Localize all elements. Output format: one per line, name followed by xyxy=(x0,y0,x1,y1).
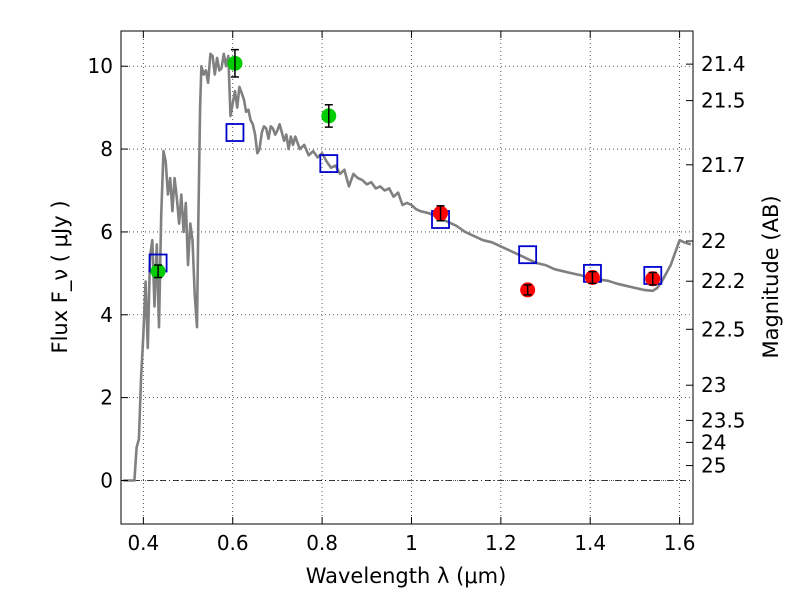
magnitude-tick-label: 25 xyxy=(701,454,726,478)
magnitude-tick-label: 22.2 xyxy=(701,269,746,293)
series-layer xyxy=(123,48,692,482)
x-tick-label: 1 xyxy=(405,531,418,555)
y-tick-label: 4 xyxy=(100,303,113,327)
magnitude-tick-label: 21.5 xyxy=(701,89,746,113)
model-spectrum-line xyxy=(123,52,692,482)
y-tick-label: 10 xyxy=(88,54,113,78)
x-tick-label: 0.8 xyxy=(306,531,338,555)
x-tick-label: 1.2 xyxy=(485,531,517,555)
x-tick-label: 1.6 xyxy=(664,531,696,555)
x-tick-label: 1.4 xyxy=(574,531,606,555)
y-tick-label: 0 xyxy=(100,469,113,493)
y-tick-label: 6 xyxy=(100,220,113,244)
model-flux-square xyxy=(319,154,339,173)
magnitude-tick-label: 23 xyxy=(701,373,726,397)
x-axis-ticks: 0.4 0.6 0.8 1 1.2 1.4 1.6 xyxy=(127,31,696,555)
plot-frame xyxy=(120,30,694,525)
y-tick-label: 8 xyxy=(100,137,113,161)
x-tick-label: 0.6 xyxy=(217,531,249,555)
x-tick-label: 0.4 xyxy=(127,531,159,555)
magnitude-tick-label: 21.7 xyxy=(701,153,746,177)
grid-lines xyxy=(121,31,693,524)
x-axis-label: Wavelength λ (μm) xyxy=(306,564,507,588)
y-axis-ticks: 0 2 4 6 8 10 xyxy=(88,54,128,493)
magnitude-tick-label: 23.5 xyxy=(701,408,746,432)
y-tick-label: 2 xyxy=(100,386,113,410)
model-flux-square xyxy=(518,245,538,265)
y-axis-label: Flux F_ν ( μJy ) xyxy=(48,200,73,353)
magnitude-tick-label: 21.4 xyxy=(701,52,746,76)
magnitude-axis-label: Magnitude (AB) xyxy=(759,195,783,358)
magnitude-tick-label: 22 xyxy=(701,229,726,253)
model-flux-square xyxy=(225,123,245,142)
magnitude-tick-label: 22.5 xyxy=(701,317,746,341)
magnitude-tick-label: 24 xyxy=(701,430,726,454)
